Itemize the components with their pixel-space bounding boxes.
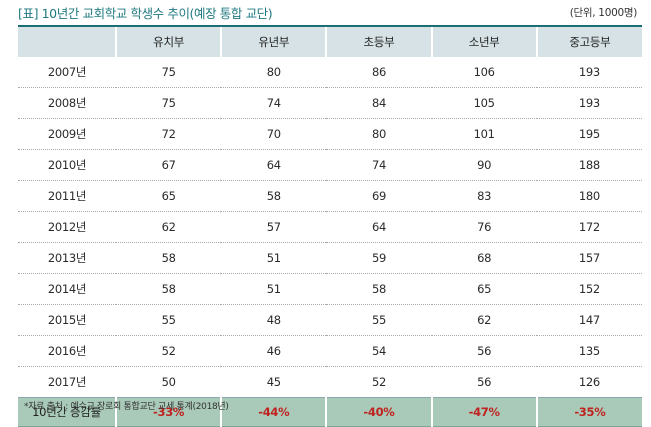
table-cell: 86 — [326, 57, 432, 88]
table-cell: 135 — [536, 335, 642, 367]
table-cell: 56 — [431, 335, 537, 367]
table-cell: 65 — [116, 180, 222, 212]
row-year-cell: 2010년 — [18, 149, 116, 181]
table-row: 2016년 52 46 54 56 135 — [18, 335, 642, 367]
row-year-cell: 2009년 — [18, 118, 116, 150]
change-rate-cell: -40% — [325, 397, 432, 427]
table-cell: 105 — [431, 87, 537, 119]
unit-label: (단위, 1000명) — [569, 7, 638, 19]
row-year-cell: 2017년 — [18, 366, 116, 398]
table-cell: 46 — [221, 335, 327, 367]
table-cell: 55 — [326, 304, 432, 336]
table-row: 2013년 58 51 59 68 157 — [18, 242, 642, 274]
header-cell-elementary: 초등부 — [325, 25, 432, 57]
row-year-cell: 2012년 — [18, 211, 116, 243]
table-cell: 64 — [221, 149, 327, 181]
row-year-cell: 2013년 — [18, 242, 116, 274]
table-cell: 59 — [326, 242, 432, 274]
table-cell: 157 — [536, 242, 642, 274]
table-cell: 180 — [536, 180, 642, 212]
table-cell: 83 — [431, 180, 537, 212]
row-year-cell: 2011년 — [18, 180, 116, 212]
table-row: 2012년 62 57 64 76 172 — [18, 211, 642, 243]
table-row: 2007년 75 80 86 106 193 — [18, 57, 642, 88]
header-row: 유치부 유년부 초등부 소년부 중고등부 — [18, 25, 642, 57]
table-cell: 57 — [221, 211, 327, 243]
table-cell: 80 — [221, 57, 327, 88]
table-row: 2009년 72 70 80 101 195 — [18, 118, 642, 150]
table-cell: 193 — [536, 87, 642, 119]
table-cell: 65 — [431, 273, 537, 305]
table-cell: 106 — [431, 57, 537, 88]
student-count-table: 유치부 유년부 초등부 소년부 중고등부 2007년 75 80 86 106 193 20… — [18, 25, 642, 427]
table-cell: 72 — [116, 118, 222, 150]
table-row: 2015년 55 48 55 62 147 — [18, 304, 642, 336]
table-cell: 193 — [536, 57, 642, 88]
table-title: [표] 10년간 교회학교 학생수 추이(예장 통합 교단) — [18, 6, 273, 21]
table-cell: 52 — [326, 366, 432, 398]
table-cell: 80 — [326, 118, 432, 150]
header-cell-year — [18, 25, 116, 57]
table-cell: 90 — [431, 149, 537, 181]
table-cell: 101 — [431, 118, 537, 150]
table-row: 2011년 65 58 69 83 180 — [18, 180, 642, 212]
change-rate-cell: -35% — [535, 397, 642, 427]
table-cell: 50 — [116, 366, 222, 398]
table-cell: 58 — [116, 273, 222, 305]
row-year-cell: 2016년 — [18, 335, 116, 367]
table-body: 2007년 75 80 86 106 193 2008년 75 74 84 105 193 2009년 7… — [18, 57, 642, 398]
table-cell: 152 — [536, 273, 642, 305]
table-cell: 188 — [536, 149, 642, 181]
change-rate-cell: -44% — [220, 397, 327, 427]
table-cell: 62 — [431, 304, 537, 336]
table-cell: 84 — [326, 87, 432, 119]
header-cell-kindergarten: 유치부 — [114, 25, 222, 57]
table-cell: 172 — [536, 211, 642, 243]
row-year-cell: 2008년 — [18, 87, 116, 119]
table-cell: 126 — [536, 366, 642, 398]
row-year-cell: 2007년 — [18, 57, 116, 88]
source-note: *자료 출처 : 예수교 장로회 통합교단 교세 통계(2018년) — [24, 402, 229, 412]
table-row: 2008년 75 74 84 105 193 — [18, 87, 642, 119]
table-header: 유치부 유년부 초등부 소년부 중고등부 — [18, 25, 642, 57]
table-row: 2010년 67 64 74 90 188 — [18, 149, 642, 181]
table-row: 2014년 58 51 58 65 152 — [18, 273, 642, 305]
table-cell: 64 — [326, 211, 432, 243]
table-cell: 48 — [221, 304, 327, 336]
table-cell: 51 — [221, 273, 327, 305]
table-cell: 70 — [221, 118, 327, 150]
table-cell: 74 — [221, 87, 327, 119]
table-cell: 52 — [116, 335, 222, 367]
table-row: 2017년 50 45 52 56 126 — [18, 366, 642, 398]
header-cell-primary-lower: 유년부 — [220, 25, 327, 57]
table-cell: 147 — [536, 304, 642, 336]
table-cell: 58 — [326, 273, 432, 305]
table-cell: 45 — [221, 366, 327, 398]
table-cell: 55 — [116, 304, 222, 336]
table-cell: 74 — [326, 149, 432, 181]
header-cell-junior: 소년부 — [430, 25, 537, 57]
table-cell: 54 — [326, 335, 432, 367]
row-year-cell: 2015년 — [18, 304, 116, 336]
table-cell: 51 — [221, 242, 327, 274]
table-cell: 58 — [221, 180, 327, 212]
row-year-cell: 2014년 — [18, 273, 116, 305]
table-cell: 76 — [431, 211, 537, 243]
table-cell: 67 — [116, 149, 222, 181]
table-cell: 195 — [536, 118, 642, 150]
table-cell: 56 — [431, 366, 537, 398]
change-rate-cell: -47% — [430, 397, 537, 427]
table-cell: 68 — [431, 242, 537, 274]
table-cell: 58 — [116, 242, 222, 274]
header-cell-secondary: 중고등부 — [535, 25, 642, 57]
table-cell: 75 — [116, 57, 222, 88]
table-cell: 75 — [116, 87, 222, 119]
table-cell: 62 — [116, 211, 222, 243]
table-cell: 69 — [326, 180, 432, 212]
